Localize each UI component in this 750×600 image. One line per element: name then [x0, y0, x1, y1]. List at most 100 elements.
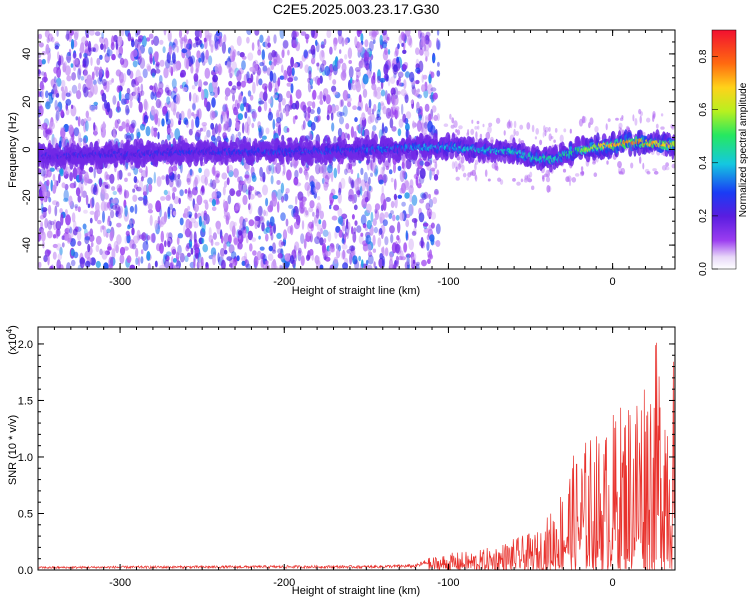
noise-speckle — [142, 184, 148, 196]
noise-speckle — [76, 230, 82, 241]
noise-speckle — [104, 250, 111, 256]
noise-speckle — [182, 86, 188, 92]
noise-speckle — [407, 34, 412, 46]
noise-speckle — [228, 67, 234, 78]
noise-speckle — [142, 240, 149, 252]
noise-speckle — [111, 248, 116, 260]
noise-speckle — [56, 259, 61, 269]
noise-speckle — [157, 87, 164, 95]
noise-speckle — [293, 176, 299, 186]
noise-speckle — [164, 253, 168, 260]
noise-speckle — [300, 233, 305, 245]
noise-speckle — [261, 49, 265, 61]
noise-speckle — [351, 180, 354, 189]
noise-speckle — [320, 44, 326, 49]
noise-speckle — [225, 215, 230, 225]
noise-speckle — [86, 34, 89, 39]
noise-speckle — [238, 92, 243, 102]
noise-speckle — [244, 111, 248, 119]
noise-speckle — [82, 137, 87, 148]
noise-speckle — [402, 170, 407, 179]
noise-speckle — [73, 251, 79, 259]
noise-speckle — [172, 264, 175, 269]
noise-speckle — [193, 221, 199, 229]
noise-speckle — [246, 30, 252, 36]
noise-speckle — [328, 245, 332, 254]
noise-speckle — [419, 48, 424, 56]
noise-speckle — [367, 254, 374, 265]
noise-speckle — [315, 39, 318, 47]
noise-speckle — [363, 51, 370, 61]
noise-speckle — [173, 170, 177, 182]
noise-speckle — [183, 208, 189, 219]
noise-speckle — [79, 52, 82, 59]
noise-speckle — [384, 47, 388, 56]
noise-speckle — [318, 219, 322, 225]
noise-speckle — [342, 262, 349, 269]
noise-speckle — [412, 120, 415, 129]
noise-speckle — [66, 75, 72, 82]
noise-speckle — [187, 252, 191, 257]
noise-speckle — [77, 68, 81, 80]
noise-speckle — [244, 174, 250, 179]
noise-speckle — [289, 94, 293, 106]
noise-speckle — [655, 123, 659, 129]
noise-speckle — [159, 39, 164, 45]
noise-speckle — [374, 168, 378, 177]
noise-speckle — [542, 176, 545, 182]
noise-speckle — [83, 209, 88, 214]
noise-speckle — [211, 191, 218, 200]
noise-speckle — [231, 225, 236, 238]
noise-speckle — [298, 60, 303, 69]
noise-speckle — [206, 129, 211, 138]
noise-speckle — [353, 227, 357, 235]
noise-speckle — [103, 37, 109, 50]
noise-speckle — [117, 118, 121, 124]
noise-speckle — [83, 121, 87, 133]
noise-speckle — [85, 260, 91, 268]
noise-speckle — [388, 169, 393, 175]
noise-speckle — [405, 128, 409, 139]
noise-speckle — [379, 253, 384, 260]
noise-speckle — [342, 89, 349, 101]
noise-speckle — [342, 69, 347, 78]
noise-speckle — [242, 230, 248, 239]
noise-speckle — [211, 206, 217, 212]
noise-speckle — [167, 89, 172, 97]
noise-speckle — [181, 48, 188, 54]
noise-speckle — [213, 86, 219, 98]
noise-speckle — [265, 197, 269, 207]
noise-speckle — [257, 193, 263, 198]
noise-speckle — [357, 189, 361, 198]
noise-speckle — [361, 60, 365, 68]
noise-speckle — [58, 140, 62, 149]
noise-speckle — [48, 196, 52, 203]
noise-speckle — [54, 99, 58, 111]
noise-speckle — [193, 203, 199, 213]
noise-speckle — [127, 32, 132, 42]
noise-speckle — [38, 118, 41, 130]
noise-speckle — [293, 76, 298, 81]
noise-speckle — [63, 61, 68, 70]
noise-speckle — [52, 93, 55, 99]
noise-speckle — [184, 119, 189, 126]
noise-speckle — [237, 230, 243, 236]
noise-speckle — [124, 190, 130, 199]
noise-speckle — [419, 160, 425, 166]
noise-speckle — [140, 90, 145, 96]
noise-speckle — [333, 167, 338, 179]
noise-speckle — [203, 97, 208, 108]
noise-speckle — [171, 248, 177, 255]
noise-speckle — [270, 175, 274, 185]
noise-speckle — [330, 112, 334, 121]
noise-speckle — [38, 42, 44, 48]
noise-speckle — [267, 42, 271, 48]
noise-speckle — [118, 53, 122, 59]
noise-speckle — [370, 211, 374, 223]
noise-speckle — [126, 87, 131, 95]
noise-speckle — [337, 207, 343, 218]
noise-speckle — [305, 36, 309, 44]
noise-speckle — [314, 116, 319, 123]
noise-speckle — [200, 256, 204, 268]
noise-speckle — [515, 130, 519, 136]
